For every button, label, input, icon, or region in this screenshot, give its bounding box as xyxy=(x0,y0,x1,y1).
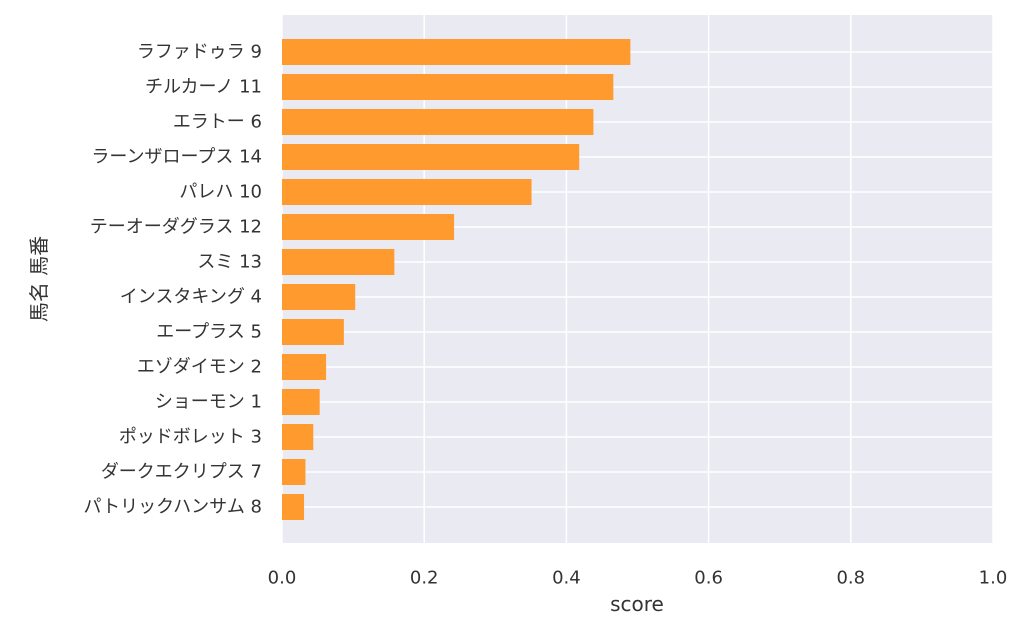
y-tick-label: スミ 13 xyxy=(197,252,262,273)
bars xyxy=(282,39,631,520)
y-tick-label: ポッドボレット 3 xyxy=(119,427,262,448)
x-tick-label: 0.0 xyxy=(268,568,297,589)
y-tick-label: テーオーダグラス 12 xyxy=(90,217,262,238)
y-tick-label: インスタキング 4 xyxy=(120,287,262,308)
bar xyxy=(282,179,532,205)
y-tick-label: パトリックハンサム 8 xyxy=(84,497,262,518)
bar xyxy=(282,424,314,450)
bar xyxy=(282,354,327,380)
bar xyxy=(282,494,305,520)
x-tick-label: 0.2 xyxy=(410,568,439,589)
bar xyxy=(282,74,614,100)
x-axis-label: score xyxy=(610,592,664,616)
bar xyxy=(282,284,356,310)
y-axis-label: 馬名 馬番 xyxy=(27,236,51,322)
x-tick-label: 0.4 xyxy=(552,568,581,589)
bar xyxy=(282,39,631,65)
x-tick-label: 0.6 xyxy=(694,568,723,589)
y-tick-label: エラトー 6 xyxy=(173,112,262,133)
y-tick-label: チルカーノ 11 xyxy=(145,77,262,98)
bar xyxy=(282,319,344,345)
bar xyxy=(282,389,320,415)
y-tick-label: エープラス 5 xyxy=(156,322,262,343)
bar xyxy=(282,109,594,135)
plot-area xyxy=(282,15,993,543)
x-tick-label: 1.0 xyxy=(979,568,1008,589)
x-tick-label: 0.8 xyxy=(836,568,865,589)
y-tick-label: ラーンザロープス 14 xyxy=(91,147,262,168)
bar xyxy=(282,249,395,275)
x-tick-labels: 0.0 0.2 0.4 0.6 0.8 1.0 xyxy=(268,568,1008,589)
y-tick-labels: ラファドゥラ 9 チルカーノ 11 エラトー 6 ラーンザロープス 14 パレハ 10 テ… xyxy=(84,42,262,518)
y-tick-label: ダークエクリプス 7 xyxy=(101,462,262,483)
bar xyxy=(282,459,306,485)
bar xyxy=(282,144,580,170)
y-tick-label: エゾダイモン 2 xyxy=(137,357,262,378)
y-tick-label: ラファドゥラ 9 xyxy=(137,42,262,63)
y-tick-label: パレハ 10 xyxy=(179,182,262,203)
bar xyxy=(282,214,455,240)
y-tick-label: ショーモン 1 xyxy=(155,392,262,413)
